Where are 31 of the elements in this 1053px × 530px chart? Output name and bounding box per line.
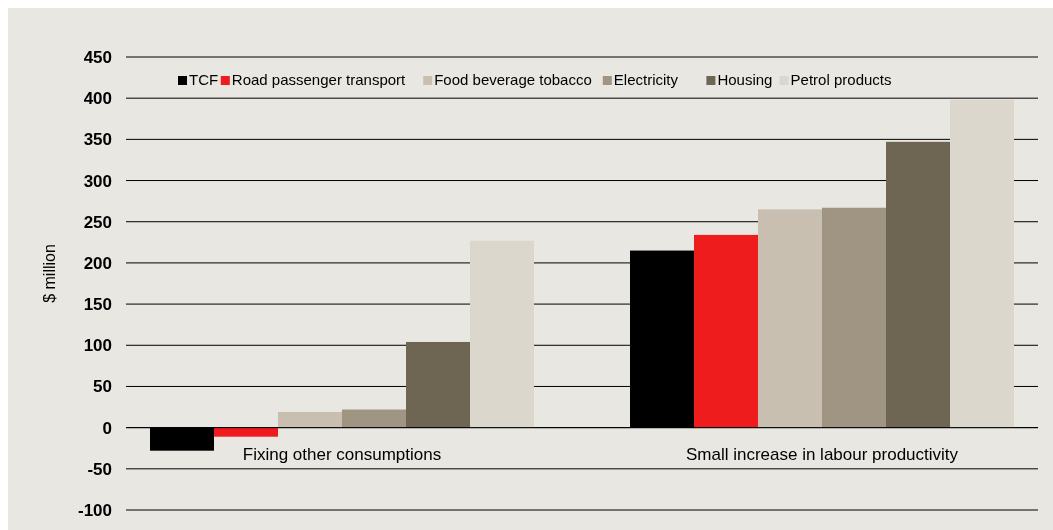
legend-label: Petrol products [790,71,892,88]
y-tick-label: 450 [83,48,112,67]
legend-label: Food beverage tobacco [434,71,592,88]
legend-label: TCF [189,71,219,88]
bar [886,141,950,428]
bar [950,99,1014,428]
bar [214,427,278,437]
y-tick-label: 50 [93,377,112,397]
y-tick-label: 350 [83,130,112,150]
legend-label: Electricity [613,71,679,88]
bar [406,341,470,428]
y-tick-label: 0 [102,418,112,438]
bar [758,209,822,428]
y-axis-title: $ million [41,244,58,303]
legend-label: Housing [717,71,773,88]
legend-label: Road passenger transport [231,71,407,88]
y-tick-label: 150 [83,295,112,315]
x-tick-label: Small increase in labour productivity [685,444,959,464]
bar [470,240,534,428]
y-tick-label: 250 [83,212,112,232]
y-tick-label: 300 [83,171,112,191]
y-tick-label: 400 [83,89,112,109]
x-tick-label: Fixing other consumptions [242,444,442,464]
y-tick-label: -100 [77,501,112,520]
bar [278,411,342,428]
y-tick-label: 100 [83,336,112,356]
y-tick-label: 200 [83,253,112,273]
bar [342,409,406,428]
y-tick-label: -50 [87,459,112,479]
bar [822,207,886,428]
bar [694,234,758,428]
